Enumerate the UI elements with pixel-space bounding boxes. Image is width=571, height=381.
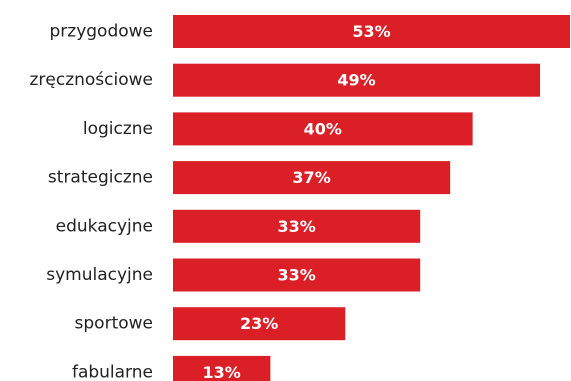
bar	[173, 258, 421, 292]
category-label: przygodowe	[49, 22, 153, 42]
bar-group: zręcznościowe 49%	[29, 63, 541, 97]
category-label: strategiczne	[48, 168, 153, 188]
value-label: 13%	[203, 363, 241, 381]
category-label: symulacyjne	[46, 265, 153, 285]
bar	[173, 63, 541, 97]
bar-group: przygodowe 53%	[49, 15, 570, 48]
bar-group: sportowe 23%	[75, 307, 346, 341]
category-label: fabularne	[72, 362, 153, 381]
bar-group: fabularne 13%	[72, 355, 271, 381]
value-label: 33%	[277, 266, 315, 285]
value-label: 33%	[277, 217, 315, 236]
category-label: logiczne	[83, 119, 153, 139]
bar-group: symulacyjne 33%	[46, 258, 421, 292]
bar	[173, 112, 473, 146]
value-label: 23%	[240, 314, 278, 333]
value-label: 40%	[304, 119, 342, 138]
bar	[173, 307, 346, 341]
value-label: 37%	[292, 168, 330, 187]
value-label: 53%	[352, 22, 390, 41]
bar	[173, 15, 570, 48]
category-label: zręcznościowe	[29, 70, 153, 90]
bar-group: logiczne 40%	[83, 112, 473, 146]
bar	[173, 355, 271, 381]
bar-group: strategiczne 37%	[48, 161, 451, 195]
value-label: 49%	[337, 71, 375, 90]
bar	[173, 161, 451, 195]
bar-group: edukacyjne 33%	[56, 209, 421, 243]
bar	[173, 209, 421, 243]
category-label: edukacyjne	[56, 216, 153, 236]
category-label: sportowe	[75, 314, 153, 334]
